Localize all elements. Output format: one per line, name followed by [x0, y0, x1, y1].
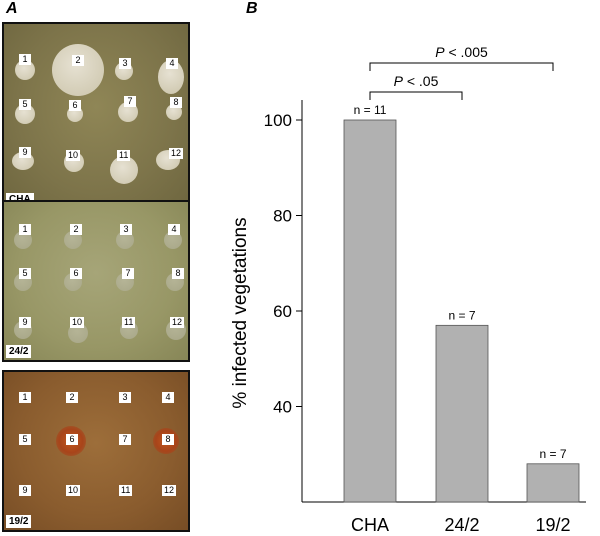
well-number: 6 [69, 100, 81, 111]
well-number: 7 [124, 96, 136, 107]
well-number: 1 [19, 54, 31, 65]
well-number: 2 [72, 55, 84, 66]
panel-b-label: B [246, 0, 258, 17]
x-tick-label: CHA [351, 515, 389, 535]
y-axis-title: % infected vegetations [230, 217, 251, 408]
well-number: 8 [170, 97, 182, 108]
data-label: n = 7 [539, 447, 566, 461]
well-number: 5 [19, 268, 31, 279]
bar [526, 463, 580, 503]
significance-label: P < .005 [435, 44, 488, 60]
plate-24-2: 1 2 3 4 5 6 7 8 9 10 11 12 24/2 [2, 200, 190, 362]
well-number: 10 [66, 485, 81, 496]
x-tick-label: 24/2 [444, 515, 479, 535]
well-number: 6 [70, 268, 82, 279]
well-number: 3 [120, 224, 132, 235]
well-number: 10 [70, 317, 85, 328]
well-number: 11 [119, 485, 133, 496]
well-number: 4 [168, 224, 180, 235]
significance-bracket [369, 62, 554, 71]
well-number: 1 [19, 392, 31, 403]
well-number: 5 [19, 434, 31, 445]
well-number: 6 [66, 434, 78, 445]
well-number: 3 [119, 58, 131, 69]
data-label: n = 11 [354, 103, 387, 117]
y-tick-label: 60 [273, 302, 292, 321]
y-tick-label: 40 [273, 398, 292, 417]
y-tick-label: 100 [264, 111, 292, 130]
significance-label: P < .05 [394, 73, 439, 89]
well-number: 7 [122, 268, 134, 279]
plate-19-2: 1 2 3 4 5 6 7 8 9 10 11 12 19/2 [2, 370, 190, 532]
well-number: 12 [169, 148, 184, 159]
well-number: 2 [70, 224, 82, 235]
x-tick-label: 19/2 [535, 515, 570, 535]
well-number: 7 [119, 434, 131, 445]
well-number: 4 [162, 392, 174, 403]
y-tick-label: 80 [273, 207, 292, 226]
well-number: 4 [166, 58, 178, 69]
well-number: 2 [66, 392, 78, 403]
plate-label: 19/2 [6, 515, 32, 528]
well-number: 9 [19, 317, 31, 328]
plate-label: 24/2 [6, 345, 32, 358]
well-number: 10 [66, 150, 81, 161]
well-number: 9 [19, 485, 31, 496]
well-number: 11 [122, 317, 136, 328]
well-number: 9 [19, 147, 31, 158]
well-number: 5 [19, 99, 31, 110]
well-number: 8 [172, 268, 184, 279]
well-number: 12 [170, 317, 185, 328]
bar [343, 119, 397, 503]
well-number: 3 [119, 392, 131, 403]
significance-bracket [369, 91, 463, 100]
bar [435, 324, 489, 503]
well-number: 12 [162, 485, 177, 496]
data-label: n = 7 [448, 308, 475, 322]
well-number: 8 [162, 434, 174, 445]
well-number: 11 [117, 150, 131, 161]
well-number: 1 [19, 224, 31, 235]
panel-a-label: A [6, 0, 18, 17]
